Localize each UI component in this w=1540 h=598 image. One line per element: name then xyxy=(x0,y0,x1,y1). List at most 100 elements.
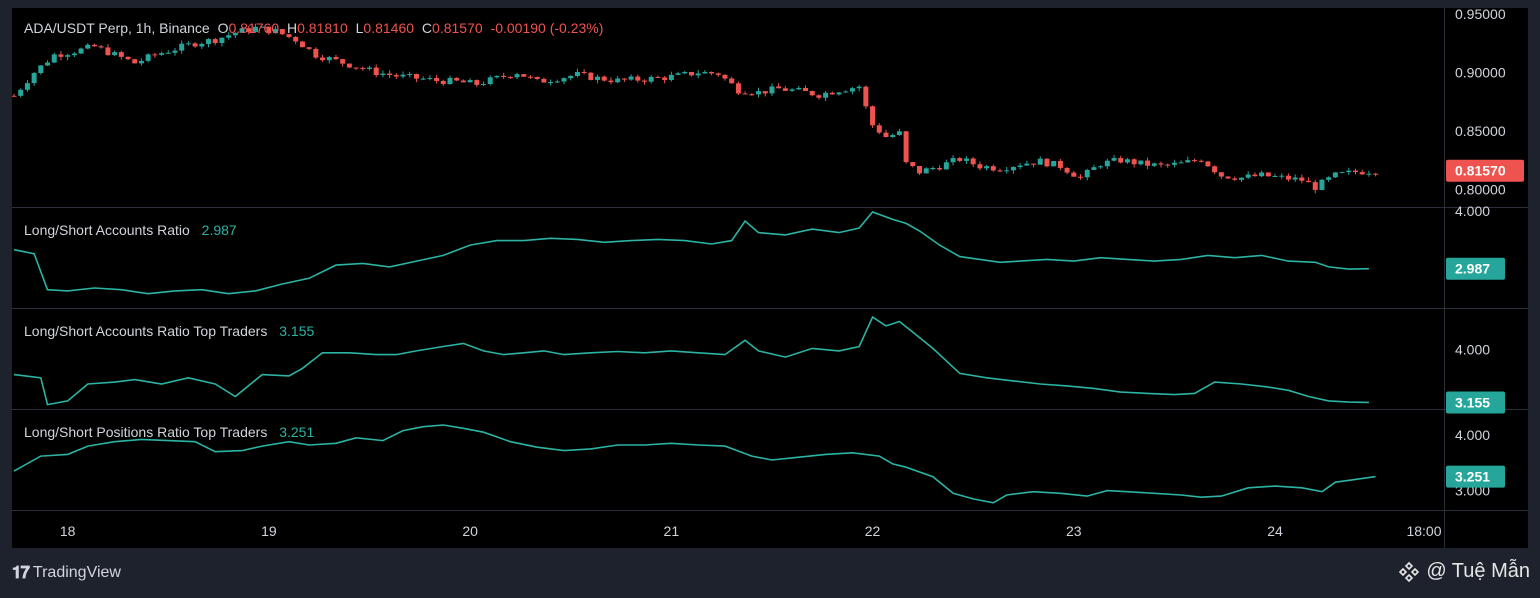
change-value: -0.00190 (-0.23%) xyxy=(490,20,604,36)
candle-body xyxy=(507,76,513,78)
candle-body xyxy=(514,74,520,78)
candle-body xyxy=(118,52,124,57)
candle-body xyxy=(1312,182,1318,190)
candle-body xyxy=(51,54,57,63)
candle-body xyxy=(1326,177,1332,180)
candle-body xyxy=(98,46,104,48)
positions-ratio-top-value: 3.251 xyxy=(279,424,315,440)
candle-body xyxy=(682,71,688,74)
ohlc-legend: ADA/USDT Perp, 1h, Binance O0.81760 H0.8… xyxy=(24,20,607,36)
price-scale[interactable]: 0.95000 0.90000 0.85000 0.80000 0.81570 4.000… xyxy=(1446,6,1524,499)
long-short-positions-ratio-top-traders-line xyxy=(13,424,1376,504)
candle-body xyxy=(688,71,694,76)
candle-body xyxy=(715,73,721,75)
candle-body xyxy=(212,39,218,44)
symbol-label[interactable]: ADA/USDT Perp, 1h, Binance xyxy=(24,20,210,36)
accounts-ratio-top-legend[interactable]: Long/Short Accounts Ratio Top Traders 3.… xyxy=(24,323,318,339)
candle-body xyxy=(1171,162,1177,165)
author-credit-text: @ Tuệ Mẫn xyxy=(1426,560,1530,582)
candle-body xyxy=(199,43,205,47)
candle-body xyxy=(1332,172,1338,178)
accounts-ratio-pane[interactable] xyxy=(13,211,1369,295)
candle-body xyxy=(487,77,493,85)
positions-ratio-top-traders-pane[interactable] xyxy=(13,424,1376,504)
candle-body xyxy=(380,73,386,76)
candle-body xyxy=(675,73,681,75)
candle-body xyxy=(1279,175,1285,177)
candle-body xyxy=(434,78,440,81)
candle-body xyxy=(1225,176,1231,179)
candle-body xyxy=(970,158,976,165)
candle-body xyxy=(1104,160,1110,167)
accounts-ratio-legend[interactable]: Long/Short Accounts Ratio 2.987 xyxy=(24,222,241,238)
author-credit: @ Tuệ Mẫn xyxy=(1398,560,1530,583)
candle-body xyxy=(836,92,842,95)
candle-body xyxy=(286,34,292,37)
candle-body xyxy=(1185,160,1191,163)
candle-body xyxy=(1299,177,1305,181)
candle-body xyxy=(38,65,44,74)
candle-body xyxy=(849,88,855,92)
candle-body xyxy=(668,74,674,80)
candle-body xyxy=(252,26,258,32)
time-tick-label: 21 xyxy=(664,523,680,539)
price-tick-label: 0.80000 xyxy=(1455,181,1506,197)
candle-body xyxy=(883,132,889,138)
candle-body xyxy=(1319,179,1325,190)
accounts-ratio-top-traders-pane[interactable] xyxy=(13,315,1369,406)
candle-body xyxy=(662,77,668,80)
candle-body xyxy=(735,83,741,94)
candle-body xyxy=(642,80,648,82)
candle-body xyxy=(1024,163,1030,166)
candle-body xyxy=(145,54,151,61)
candle-body xyxy=(621,78,627,80)
time-tick-label: 23 xyxy=(1066,523,1082,539)
candle-body xyxy=(876,125,882,133)
candle-body xyxy=(769,86,775,94)
candle-body xyxy=(548,82,554,84)
candle-body xyxy=(326,57,332,61)
close-value: 0.81570 xyxy=(432,20,483,36)
candle-body xyxy=(78,48,84,54)
time-axis[interactable]: 18 19 20 21 22 23 24 18:00 xyxy=(60,523,1442,539)
open-value: 0.81760 xyxy=(228,20,280,36)
tradingview-logo[interactable]: 𝟏𝟕 TradingView xyxy=(12,563,121,583)
candle-body xyxy=(635,76,641,81)
candle-body xyxy=(1084,169,1090,178)
time-tick-label: 19 xyxy=(261,523,277,539)
candle-body xyxy=(581,72,587,74)
candle-body xyxy=(756,91,762,95)
candle-body xyxy=(232,32,238,36)
candle-body xyxy=(957,158,963,161)
candle-body xyxy=(856,86,862,89)
long-short-accounts-ratio-tick-label: 4.000 xyxy=(1455,203,1490,219)
candle-body xyxy=(977,164,983,169)
positions-ratio-top-label: Long/Short Positions Ratio Top Traders xyxy=(24,424,268,440)
candle-body xyxy=(1238,177,1244,180)
candle-body xyxy=(346,63,352,68)
candle-body xyxy=(112,52,118,56)
long-short-positions-ratio-top-traders-badge-label: 3.251 xyxy=(1455,469,1490,485)
candle-body xyxy=(1031,163,1037,165)
chart-svg[interactable]: 0.95000 0.90000 0.85000 0.80000 0.81570 4.000… xyxy=(11,6,1528,548)
candle-body xyxy=(393,75,399,77)
candle-body xyxy=(829,92,835,95)
candle-body xyxy=(219,37,225,44)
candle-body xyxy=(333,57,339,60)
candle-body xyxy=(340,59,346,64)
candle-body xyxy=(91,44,97,47)
time-tick-label: 24 xyxy=(1267,523,1283,539)
candle-body xyxy=(192,43,198,47)
candle-body xyxy=(702,71,708,74)
price-pane[interactable] xyxy=(11,23,1379,194)
candle-body xyxy=(1091,167,1097,170)
candle-body xyxy=(259,26,265,28)
candle-body xyxy=(1232,178,1238,180)
candle-body xyxy=(1259,172,1265,177)
time-tick-label: 18:00 xyxy=(1406,523,1441,539)
candle-body xyxy=(923,168,929,174)
candle-body xyxy=(1118,158,1124,163)
tradingview-brand: TradingView xyxy=(32,564,121,581)
candle-body xyxy=(1131,159,1137,165)
positions-ratio-top-legend[interactable]: Long/Short Positions Ratio Top Traders 3… xyxy=(24,424,318,440)
